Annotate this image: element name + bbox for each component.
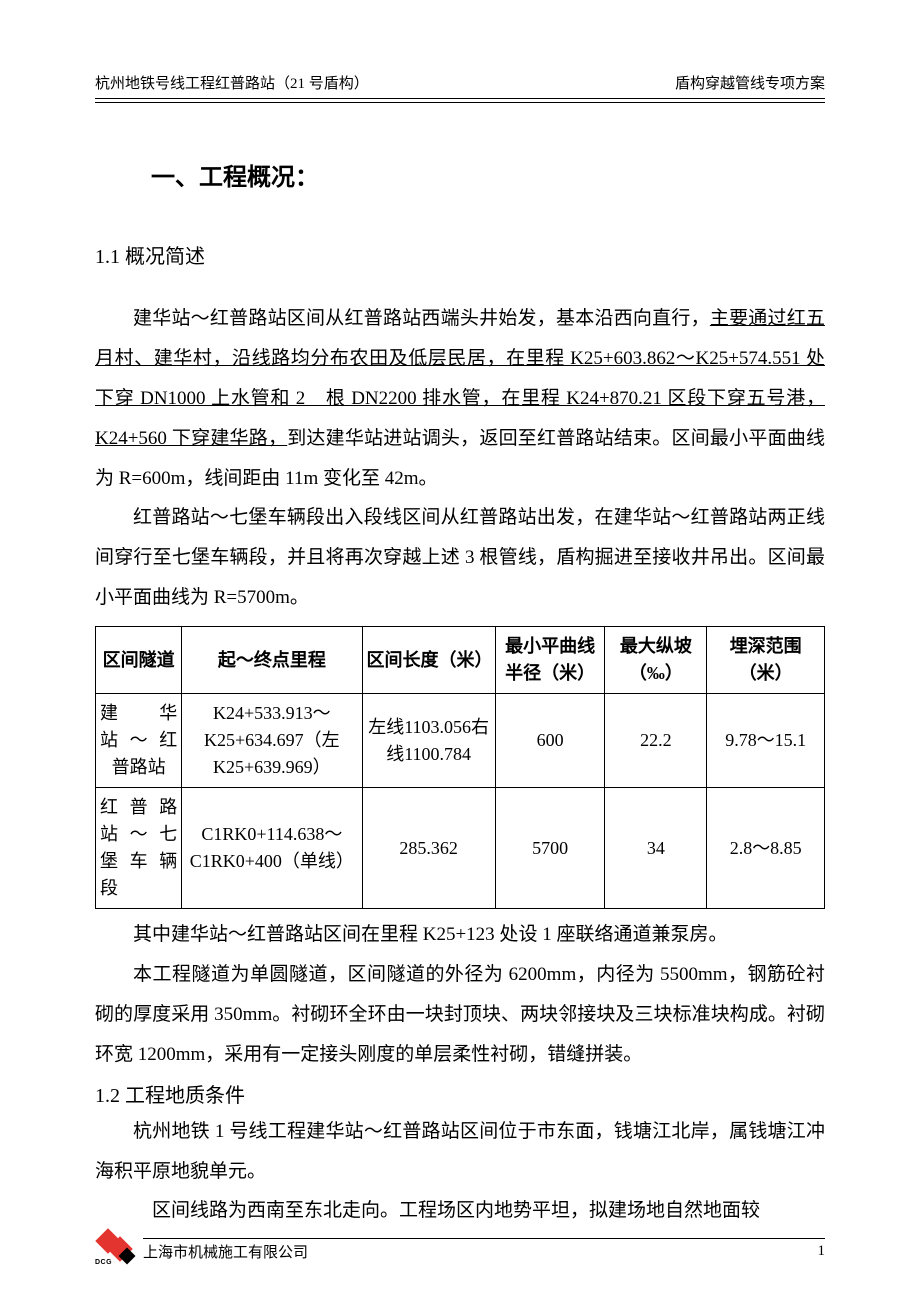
cell-mileage-2: C1RK0+114.638～C1RK0+400（单线） <box>182 788 362 909</box>
cell-line: 站 ～ 红 <box>100 727 177 754</box>
cell-radius-1: 600 <box>495 694 605 788</box>
th-tunnel: 区间隧道 <box>96 627 182 694</box>
th-mileage: 起～终点里程 <box>182 627 362 694</box>
cell-line: 段 <box>100 875 177 902</box>
section-title: 一、工程概况： <box>151 157 825 192</box>
footer-line: 上海市机械施工有限公司 1 <box>143 1238 825 1262</box>
th-slope: 最大纵坡（‰） <box>605 627 707 694</box>
cell-length-2: 285.362 <box>362 788 495 909</box>
cell-line: 普路站 <box>100 754 177 781</box>
logo-text: DCG <box>95 1259 112 1266</box>
paragraph-3: 其中建华站～红普路站区间在里程 K25+123 处设 1 座联络通道兼泵房。 <box>95 915 825 955</box>
cell-depth-2: 2.8～8.85 <box>707 788 825 909</box>
p1-plain-a: 建华站～红普路站区间从红普路站西端头井始发，基本沿西向直行， <box>133 308 710 329</box>
th-length: 区间长度（米） <box>362 627 495 694</box>
page-footer: DCG 上海市机械施工有限公司 1 <box>95 1228 825 1262</box>
cell-line: 红 普 路 <box>100 794 177 821</box>
cell-radius-2: 5700 <box>495 788 605 909</box>
table-header-row: 区间隧道 起～终点里程 区间长度（米） 最小平曲线半径（米） 最大纵坡（‰） 埋… <box>96 627 825 694</box>
page-header: 杭州地铁号线工程红普路站（21 号盾构） 盾构穿越管线专项方案 <box>95 72 825 97</box>
footer-company: 上海市机械施工有限公司 <box>143 1241 308 1262</box>
cell-length-1: 左线1103.056右线1100.784 <box>362 694 495 788</box>
page: 杭州地铁号线工程红普路站（21 号盾构） 盾构穿越管线专项方案 一、工程概况： … <box>0 0 920 1302</box>
footer-page-number: 1 <box>818 1243 826 1260</box>
subsection-1-1: 1.1 概况简述 <box>95 240 825 269</box>
cell-slope-1: 22.2 <box>605 694 707 788</box>
cell-tunnel-1: 建 华 站 ～ 红 普路站 <box>96 694 182 788</box>
paragraph-5: 杭州地铁 1 号线工程建华站～红普路站区间位于市东面，钱塘江北岸，属钱塘江冲海积… <box>95 1112 825 1192</box>
cell-line: 站 ～ 七 <box>100 821 177 848</box>
paragraph-2: 红普路站～七堡车辆段出入段线区间从红普路站出发，在建华站～红普路站两正线间穿行至… <box>95 498 825 618</box>
paragraph-6: 区间线路为西南至东北走向。工程场区内地势平坦，拟建场地自然地面较 <box>95 1191 825 1231</box>
company-logo-icon: DCG <box>95 1228 137 1264</box>
cell-line: 堡 车 辆 <box>100 848 177 875</box>
cell-mileage-1: K24+533.913～K25+634.697（左K25+639.969） <box>182 694 362 788</box>
subsection-1-2: 1.2 工程地质条件 <box>95 1079 825 1108</box>
th-depth: 埋深范围（米） <box>707 627 825 694</box>
table-row: 建 华 站 ～ 红 普路站 K24+533.913～K25+634.697（左K… <box>96 694 825 788</box>
th-radius: 最小平曲线半径（米） <box>495 627 605 694</box>
header-right: 盾构穿越管线专项方案 <box>675 72 825 93</box>
paragraph-1: 建华站～红普路站区间从红普路站西端头井始发，基本沿西向直行，主要通过红五月村、建… <box>95 299 825 498</box>
cell-tunnel-2: 红 普 路 站 ～ 七 堡 车 辆 段 <box>96 788 182 909</box>
header-left: 杭州地铁号线工程红普路站（21 号盾构） <box>95 72 369 93</box>
tunnel-table: 区间隧道 起～终点里程 区间长度（米） 最小平曲线半径（米） 最大纵坡（‰） 埋… <box>95 626 825 909</box>
cell-depth-1: 9.78～15.1 <box>707 694 825 788</box>
paragraph-4: 本工程隧道为单圆隧道，区间隧道的外径为 6200mm，内径为 5500mm，钢筋… <box>95 955 825 1075</box>
table-row: 红 普 路 站 ～ 七 堡 车 辆 段 C1RK0+114.638～C1RK0+… <box>96 788 825 909</box>
cell-line: 建 华 <box>100 700 177 727</box>
cell-slope-2: 34 <box>605 788 707 909</box>
